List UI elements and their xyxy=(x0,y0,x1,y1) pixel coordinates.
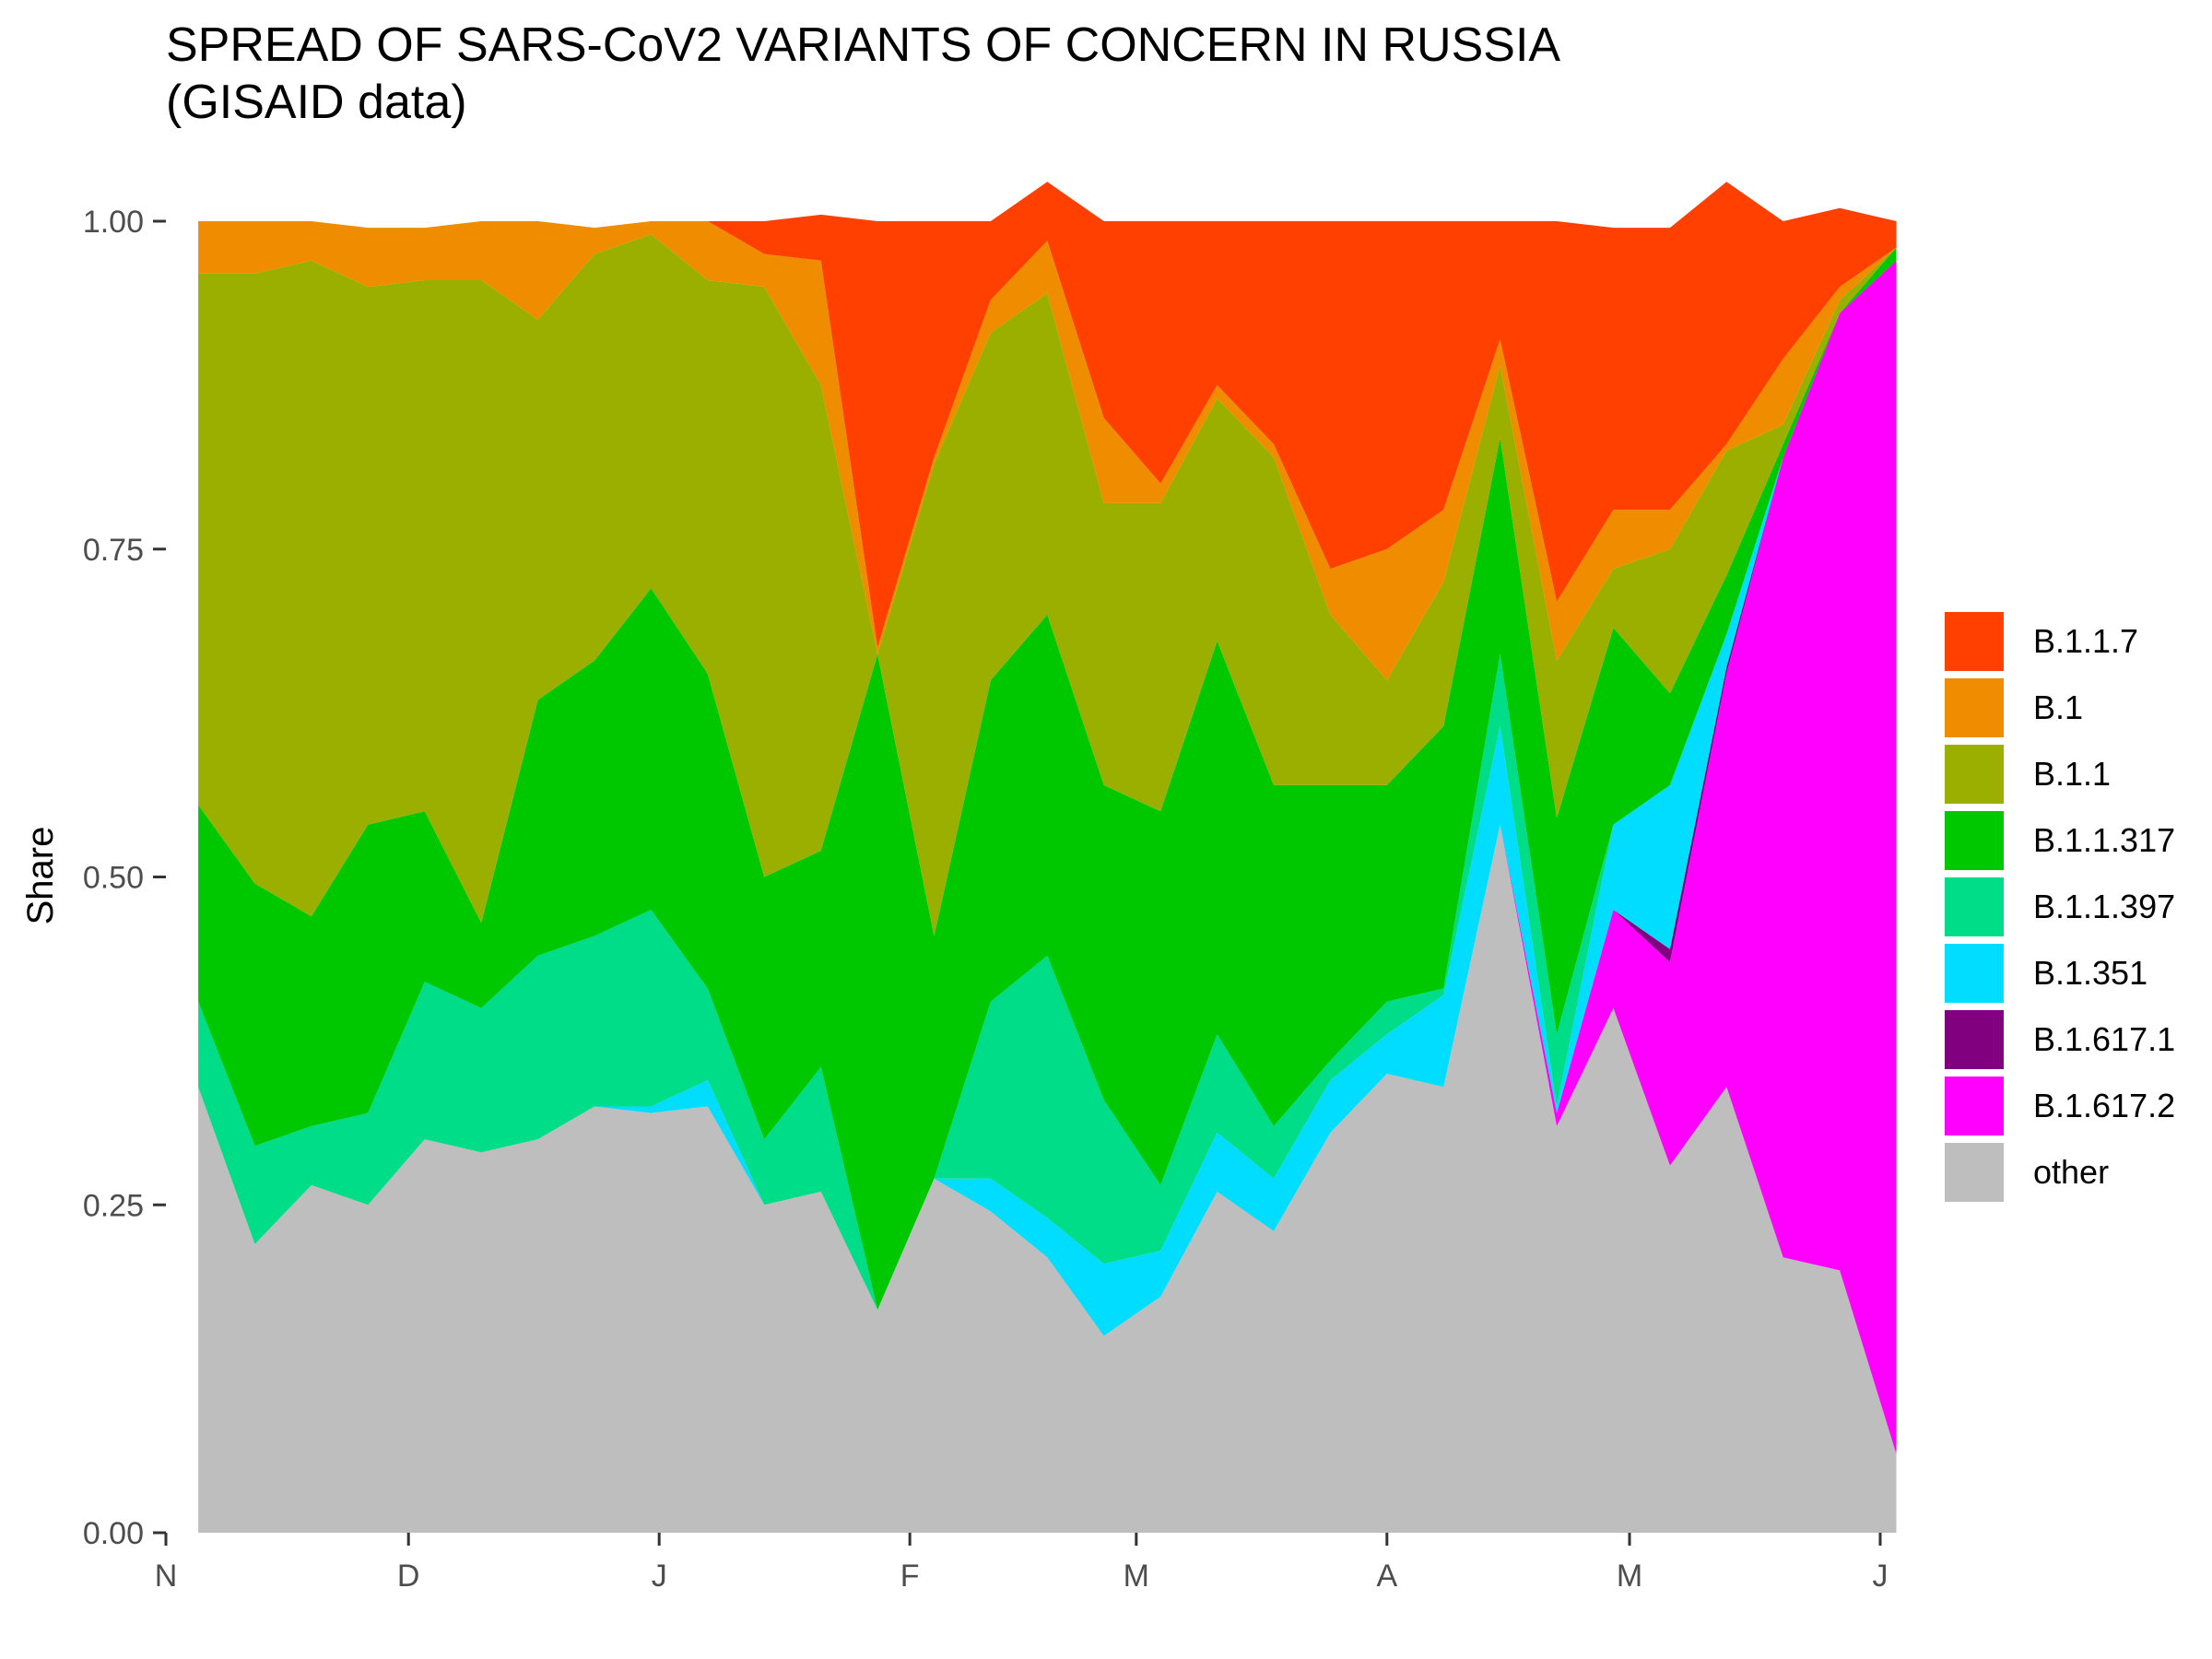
y-tick-label: 0.25 xyxy=(83,1188,144,1223)
legend-key xyxy=(1945,1010,2004,1069)
area-b-1 xyxy=(198,221,1897,680)
legend-label: B.1.351 xyxy=(2033,954,2148,992)
x-tick-label: N xyxy=(155,1559,178,1594)
area-layers xyxy=(198,182,1897,1533)
legend-key xyxy=(1945,612,2004,671)
x-tick-label: J xyxy=(652,1559,667,1594)
y-tick-label: 0.75 xyxy=(83,533,144,568)
y-tick-label: 1.00 xyxy=(83,205,144,240)
area-b-1-1-7 xyxy=(198,182,1897,648)
chart-title-text: SPREAD OF SARS-CoV2 VARIANTS OF CONCERN … xyxy=(166,18,1561,72)
chart-subtitle-text: (GISAID data) xyxy=(166,76,467,129)
x-tick-label: A xyxy=(1376,1559,1397,1594)
legend-label: B.1.1.7 xyxy=(2033,622,2139,660)
legend-item: other xyxy=(1945,1139,2175,1206)
legend-item: B.1.1 xyxy=(1945,741,2175,807)
legend-item: B.1 xyxy=(1945,675,2175,741)
area-b-1-1-397 xyxy=(198,260,1897,1311)
legend-label: B.1.1.317 xyxy=(2033,821,2176,859)
area-b-1-1-317 xyxy=(198,247,1897,1311)
legend-key xyxy=(1945,1077,2004,1135)
chart-title: SPREAD OF SARS-CoV2 VARIANTS OF CONCERN … xyxy=(166,17,1560,131)
x-tick-label: M xyxy=(1617,1559,1642,1594)
y-tick-label: 0.00 xyxy=(83,1516,144,1551)
legend-key xyxy=(1945,745,2004,804)
legend: B.1.1.7 B.1 B.1.1 B.1.1.317 B.1.1.397 B.1.351… xyxy=(1945,608,2175,1206)
legend-item: B.1.617.1 xyxy=(1945,1006,2175,1073)
x-tick-label: J xyxy=(1873,1559,1888,1594)
legend-label: B.1.617.1 xyxy=(2033,1020,2176,1058)
legend-item: B.1.617.2 xyxy=(1945,1073,2175,1139)
legend-item: B.1.1.317 xyxy=(1945,807,2175,874)
y-axis-title: Share xyxy=(20,827,61,925)
x-tick-label: F xyxy=(900,1559,920,1594)
area-b-1-1 xyxy=(198,234,1897,936)
legend-label: B.1.1.397 xyxy=(2033,888,2176,925)
y-tick-label: 0.50 xyxy=(83,861,144,896)
legend-item: B.1.1.397 xyxy=(1945,874,2175,940)
x-tick-label: M xyxy=(1124,1559,1149,1594)
legend-key xyxy=(1945,877,2004,936)
legend-key xyxy=(1945,678,2004,737)
legend-key xyxy=(1945,811,2004,870)
legend-item: B.1.1.7 xyxy=(1945,608,2175,675)
area-other xyxy=(198,824,1897,1533)
legend-item: B.1.351 xyxy=(1945,940,2175,1006)
x-tick-label: D xyxy=(397,1559,420,1594)
y-axis: 0.00 0.25 0.50 0.75 1.00 xyxy=(83,205,166,1551)
legend-label: B.1.617.2 xyxy=(2033,1087,2176,1124)
legend-label: other xyxy=(2033,1153,2110,1191)
legend-key xyxy=(1945,1143,2004,1202)
legend-key xyxy=(1945,944,2004,1003)
legend-label: B.1.1 xyxy=(2033,755,2112,793)
legend-label: B.1 xyxy=(2033,688,2084,726)
